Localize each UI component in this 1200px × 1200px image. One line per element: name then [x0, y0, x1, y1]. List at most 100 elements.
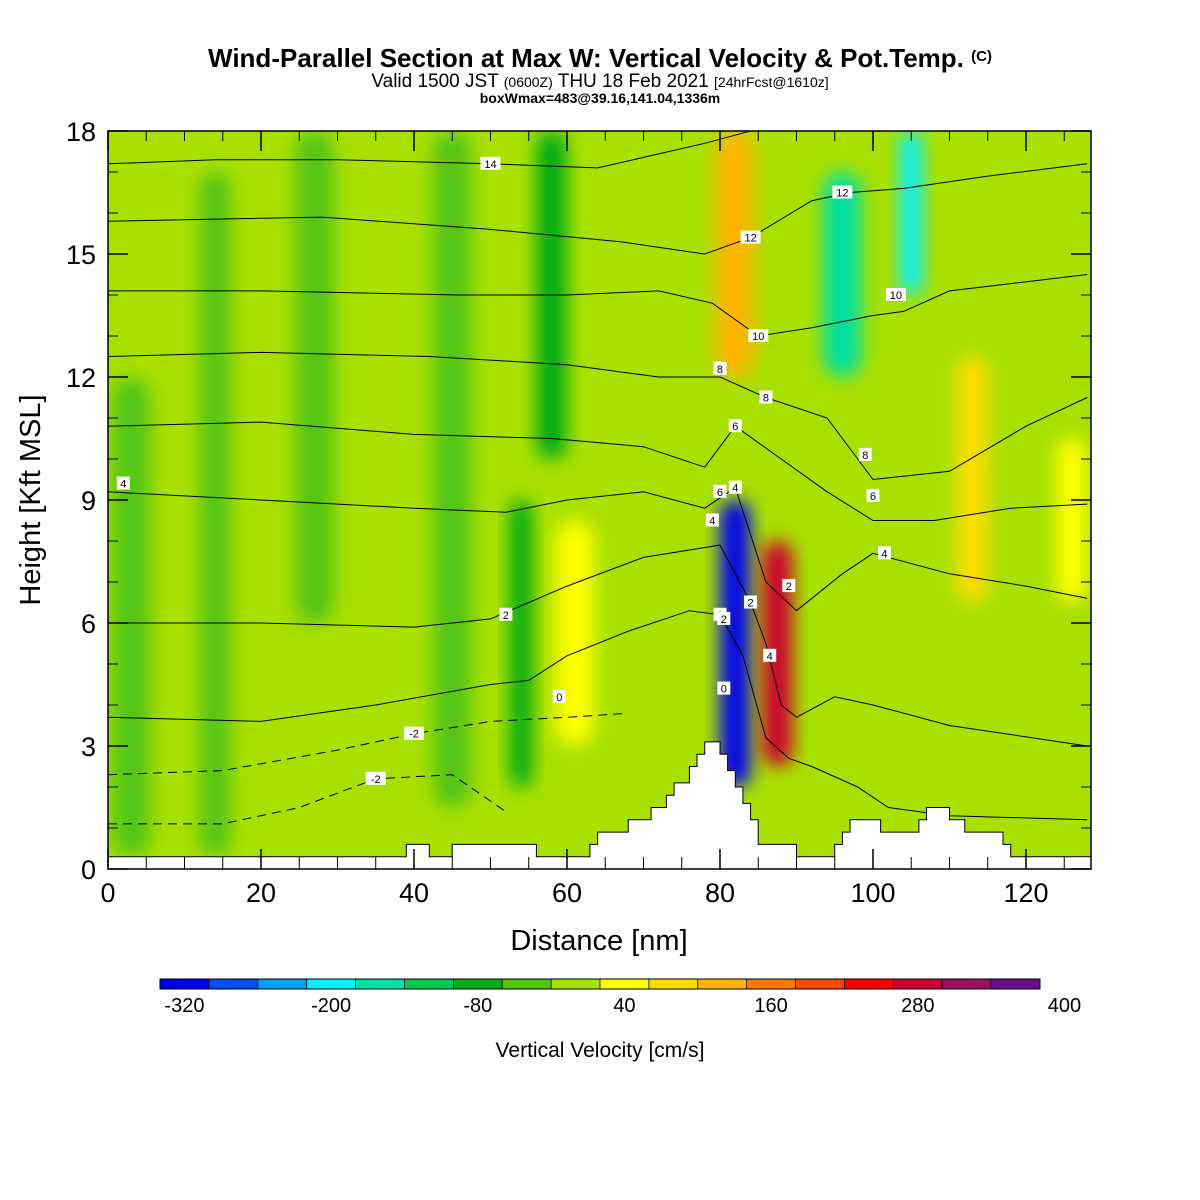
theta-contour-label-5: 6 — [728, 419, 742, 433]
theta-contour-label-extra-6-text: 0 — [721, 684, 727, 696]
colorbar-swatch-6 — [453, 979, 503, 989]
velocity-band-2 — [111, 377, 151, 857]
theta-contour-label-extra-9-bg — [858, 447, 872, 461]
velocity-band-14 — [1056, 438, 1088, 603]
theta-contour-label-9-bg — [480, 156, 501, 170]
velocity-band-8 — [716, 131, 755, 377]
velocity-band-9 — [719, 500, 751, 787]
theta-contour-label-extra-2: 0 — [552, 689, 566, 704]
theta-contour-label-extra-5: 2 — [717, 611, 731, 626]
boxw-info: boxWmax=483@39.16,141.04,1336m — [479, 90, 721, 106]
theta-contour-label-extra-7-bg — [763, 648, 777, 662]
contour-labels: -2-20246810121442064204286412108 — [116, 156, 906, 786]
colorbar-swatch-1 — [208, 979, 259, 989]
theta-contour-label-9: 14 — [480, 156, 501, 171]
colorbar-swatch-0 — [160, 979, 210, 989]
forecast-info: [24hrFcst@1610z] — [714, 74, 829, 90]
y-tick-label-6: 18 — [66, 117, 96, 147]
colorbar-swatch-5 — [404, 979, 454, 989]
theta-contour-label-0: -2 — [365, 771, 386, 786]
x-tick-label-2: 40 — [399, 878, 429, 908]
theta-contour-label-extra-7: 4 — [763, 648, 777, 663]
colorbar-label-2: -80 — [463, 995, 492, 1017]
velocity-band-4 — [433, 131, 472, 808]
theta-contour-label-3-bg — [744, 595, 758, 609]
theta-contour-label-extra-11-bg — [877, 546, 891, 560]
theta-contour-label-extra-1: 2 — [499, 607, 513, 622]
theta-contour-label-extra-5-text: 2 — [721, 614, 727, 626]
theta-contour-label-extra-2-bg — [552, 689, 566, 703]
x-tick-label-5: 100 — [850, 878, 895, 908]
y-tick-label-2: 6 — [81, 609, 96, 639]
theta-contour-label-extra-0: 4 — [116, 476, 130, 491]
velocity-band-13 — [957, 356, 988, 603]
x-tick-label-3: 60 — [552, 878, 582, 908]
theta-contour-label-extra-7-text: 4 — [767, 651, 773, 663]
velocity-band-12 — [899, 131, 923, 295]
theta-contour-label-extra-6: 0 — [717, 681, 731, 696]
theta-contour-label-extra-9: 8 — [858, 447, 872, 462]
theta-contour-label-8-text: 12 — [744, 233, 756, 245]
theta-contour-label-5-bg — [728, 419, 742, 433]
velocity-background — [108, 131, 1091, 869]
colorbar-label-3: 40 — [613, 995, 635, 1017]
valid-date: THU 18 Feb 2021 — [557, 71, 709, 92]
theta-contour-label-extra-4: 4 — [705, 513, 719, 528]
theta-contour-label-6-text: 8 — [763, 393, 769, 405]
colorbar-label-1: -200 — [311, 995, 351, 1017]
theta-contour-6 — [108, 351, 1088, 481]
colorbar-label-0: -320 — [164, 995, 204, 1017]
valid-utc: (0600Z) — [503, 74, 553, 90]
theta-contour-label-extra-8: 2 — [782, 579, 796, 593]
x-tick-label-1: 20 — [246, 878, 276, 908]
theta-contour-label-extra-11: 4 — [877, 546, 891, 560]
velocity-band-3 — [295, 131, 334, 623]
valid-time: Valid 1500 JST — [371, 71, 499, 92]
velocity-band-6 — [555, 520, 594, 746]
y-tick-label-0: 0 — [81, 855, 96, 885]
velocity-band-1 — [199, 172, 231, 857]
chart-title: Wind-Parallel Section at Max W: Vertical… — [0, 42, 1200, 73]
colorbar-swatch-9 — [600, 979, 650, 989]
theta-contour-label-4-bg — [728, 480, 742, 494]
theta-contour-0 — [108, 774, 507, 825]
theta-contour-label-extra-8-text: 2 — [786, 581, 792, 593]
theta-contour-label-0-text: -2 — [371, 774, 381, 786]
theta-contour-label-7: 10 — [748, 329, 769, 343]
colorbar-swatch-11 — [697, 979, 748, 989]
plot-area: -2-20246810121442064204286412108 — [108, 131, 1091, 869]
velocity-band-11 — [823, 172, 862, 377]
theta-contour-label-1-bg — [403, 726, 424, 740]
chart-title-main: Wind-Parallel Section at Max W: Vertical… — [208, 43, 964, 73]
y-tick-label-1: 3 — [81, 732, 96, 762]
theta-contour-label-extra-3-bg — [713, 484, 727, 498]
theta-contour-label-extra-13-text: 10 — [890, 290, 902, 302]
theta-contour-label-extra-0-text: 4 — [120, 479, 126, 491]
theta-contour-label-extra-1-bg — [499, 607, 513, 621]
theta-contour-label-6-bg — [759, 390, 773, 404]
velocity-band-10 — [762, 541, 793, 767]
theta-contour-label-extra-9-text: 8 — [862, 450, 868, 462]
colorbar-swatch-10 — [648, 979, 699, 989]
terrain-profile — [108, 741, 1091, 869]
colorbar-title: Vertical Velocity [cm/s] — [496, 1039, 705, 1062]
theta-contour-label-extra-13-bg — [885, 288, 906, 301]
y-axis-title: Height [Kft MSL] — [15, 394, 47, 605]
y-tick-label-5: 15 — [66, 240, 96, 270]
x-tick-label-0: 0 — [100, 878, 115, 908]
theta-contour-label-extra-12-text: 12 — [836, 188, 848, 200]
colorbar-label-6: 400 — [1048, 995, 1081, 1017]
colorbar-swatch-3 — [306, 979, 357, 989]
colorbar-swatch-4 — [355, 979, 405, 989]
theta-contour-label-4: 4 — [728, 480, 742, 495]
chart-subtitle: Valid 1500 JST (0600Z) THU 18 Feb 2021 [… — [0, 71, 1200, 92]
theta-contour-label-extra-10-bg — [866, 488, 880, 502]
colorbar-swatch-8 — [551, 979, 601, 989]
theta-contour-label-extra-2-text: 0 — [556, 692, 562, 704]
theta-contour-label-extra-10-text: 6 — [870, 491, 876, 503]
colorbar-swatch-13 — [795, 979, 845, 989]
theta-contour-label-9-text: 14 — [484, 159, 496, 171]
colorbar: -320 -200 -80 40 160 280 400 — [159, 978, 1081, 1017]
theta-contour-label-extra-3-text: 6 — [717, 487, 723, 499]
theta-contour-label-extra-14-bg — [713, 361, 727, 375]
